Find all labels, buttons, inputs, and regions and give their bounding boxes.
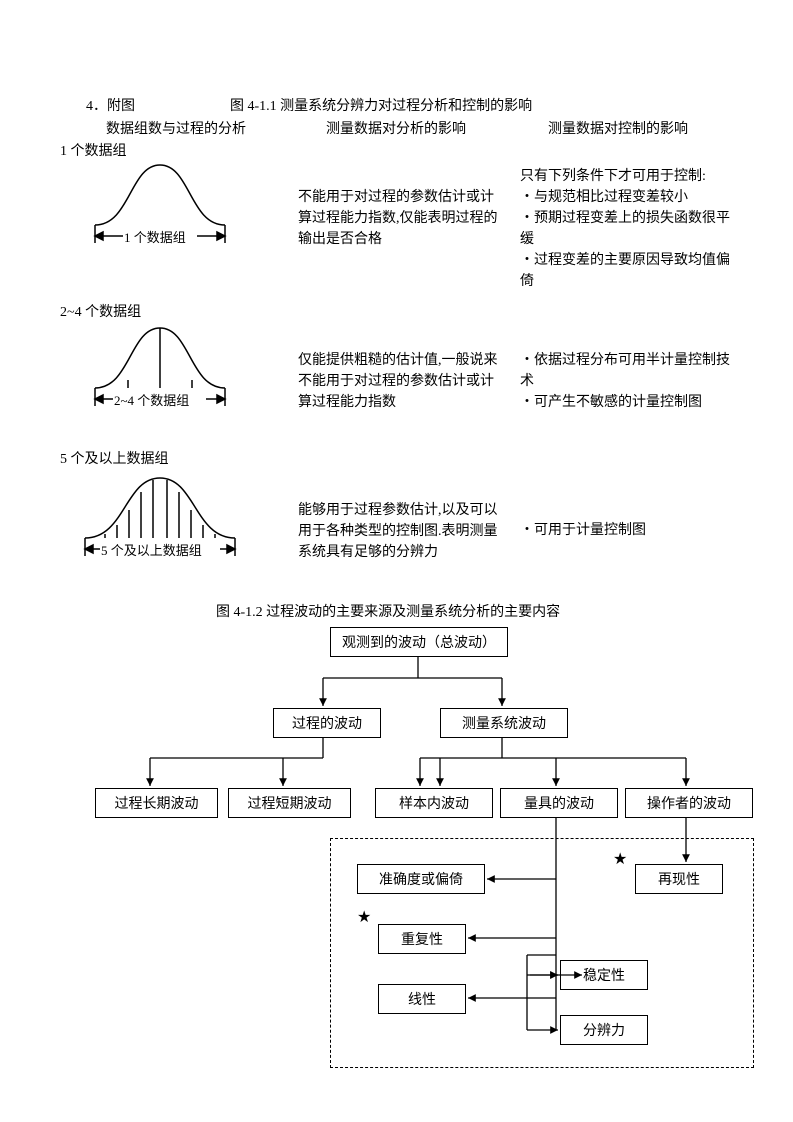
flowchart-connectors bbox=[0, 0, 793, 1122]
page-root: 4．附图 图 4-1.1 测量系统分辨力对过程分析和控制的影响 数据组数与过程的… bbox=[0, 0, 793, 1122]
